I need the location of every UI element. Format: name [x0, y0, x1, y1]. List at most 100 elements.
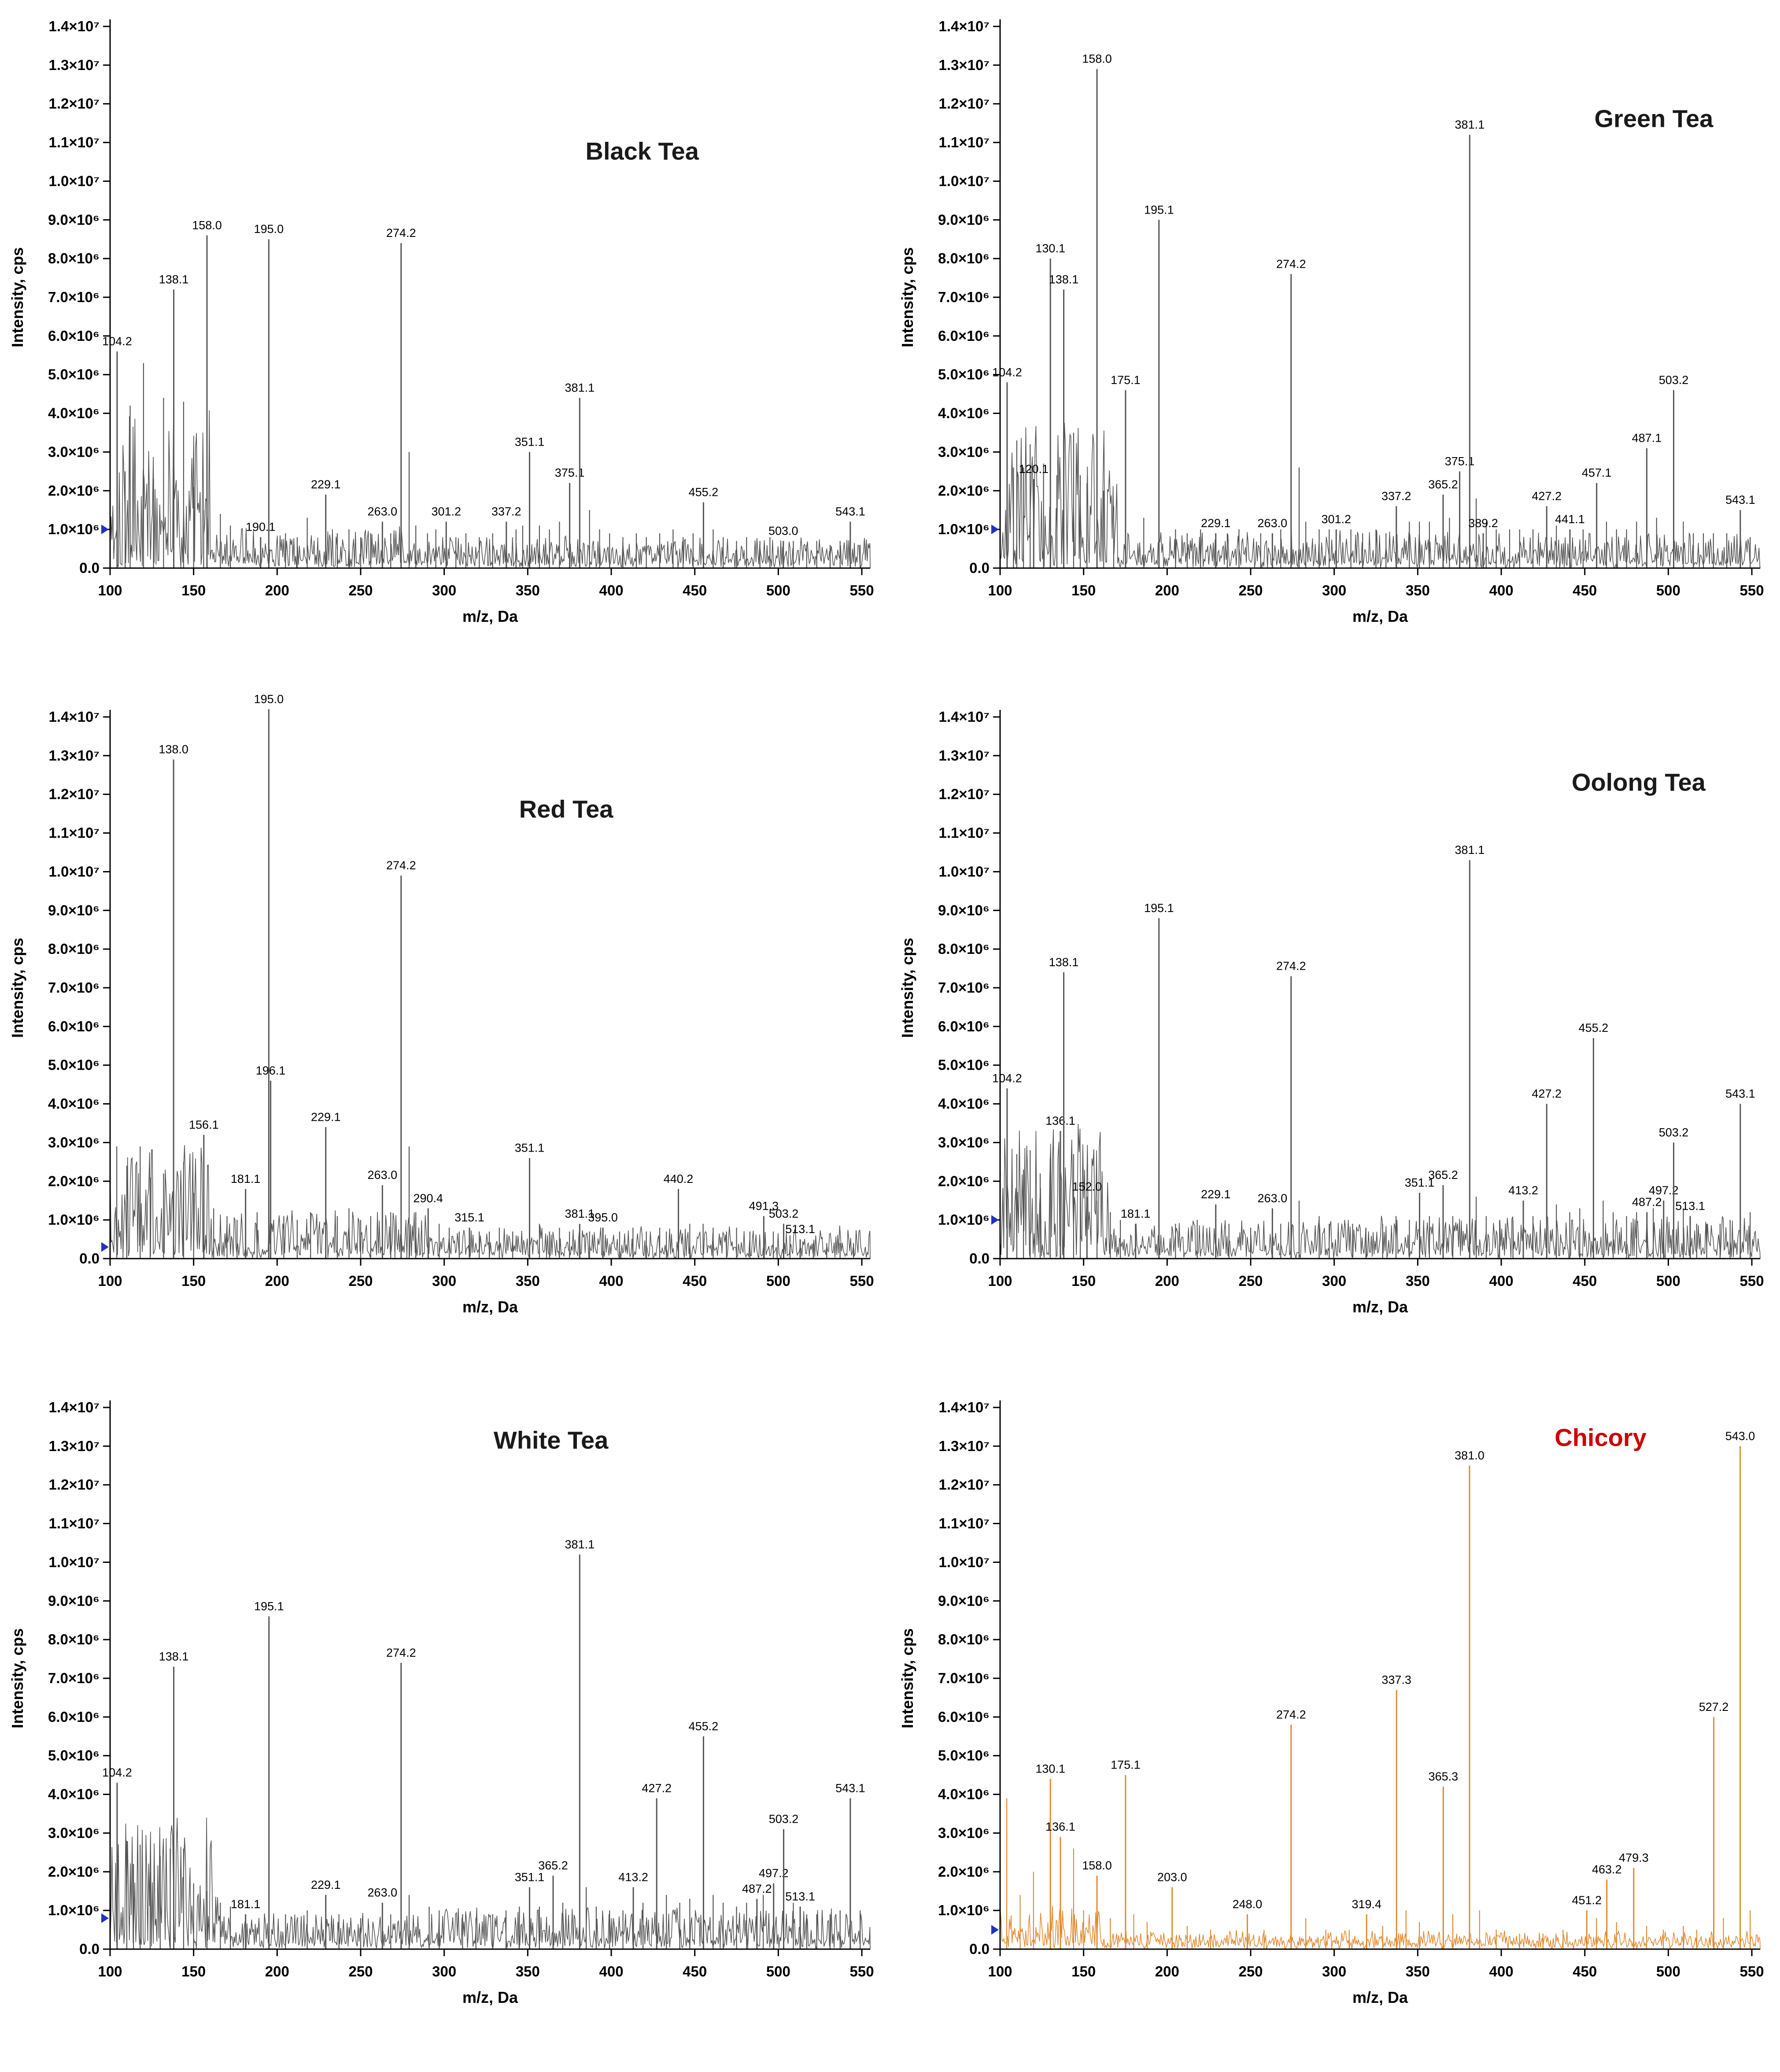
peak-label: 457.1 — [1582, 466, 1612, 480]
y-tick-label: 1.4×10⁷ — [49, 1399, 100, 1415]
minor-peaks — [126, 1841, 861, 1949]
peak-label: 451.2 — [1572, 1894, 1602, 1907]
peak-label: 440.2 — [664, 1172, 694, 1186]
y-tick-label: 5.0×10⁶ — [938, 1747, 990, 1764]
peak-label: 158.0 — [1082, 1859, 1112, 1872]
peak-label: 441.1 — [1555, 513, 1585, 526]
peak-label: 543.1 — [835, 505, 865, 518]
x-tick-label: 150 — [181, 1963, 206, 1980]
peak-label: 337.2 — [491, 505, 521, 518]
peak-label: 138.1 — [1049, 273, 1079, 286]
y-tick-label: 2.0×10⁶ — [938, 1173, 990, 1189]
x-tick-label: 150 — [181, 1273, 206, 1289]
peak-label: 365.3 — [1429, 1770, 1459, 1783]
axis-marker-icon — [991, 1925, 999, 1935]
y-tick-label: 1.2×10⁷ — [49, 786, 100, 802]
x-tick-label: 200 — [1155, 1963, 1179, 1980]
peak-label: 351.1 — [515, 1141, 545, 1155]
y-tick-label: 1.1×10⁷ — [939, 825, 990, 841]
x-tick-label: 400 — [1489, 582, 1513, 598]
x-tick-label: 500 — [1656, 1273, 1680, 1289]
chicory-title: Chicory — [1555, 1423, 1647, 1452]
white-tea-spectrum-canvas: 104.2 138.1 181.1 195.1 229.1 263.0 274.2 351.1… — [8, 1399, 874, 2006]
y-tick-label: 0.0 — [969, 1941, 990, 1957]
y-tick-label: 1.3×10⁷ — [49, 1438, 100, 1454]
peak-label: 136.1 — [1045, 1114, 1075, 1127]
x-axis-label: m/z, Da — [1352, 607, 1408, 625]
y-axis-label: Intensity, cps — [8, 938, 26, 1038]
y-tick-label: 1.4×10⁷ — [939, 18, 990, 34]
labeled-peaks: 104.2 138.1 158.0 190.1 195.0 229.1 263.0 274.2… — [102, 218, 865, 568]
y-axis-label: Intensity, cps — [8, 247, 26, 347]
x-tick-label: 250 — [1238, 1963, 1263, 1980]
x-tick-label: 200 — [1155, 582, 1179, 598]
x-tick-label: 150 — [1071, 1273, 1096, 1289]
peak-label: 427.2 — [642, 1781, 672, 1795]
x-tick-label: 550 — [850, 582, 874, 598]
peak-label: 543.0 — [1725, 1429, 1755, 1443]
x-tick-label: 100 — [98, 582, 122, 598]
peak-label: 229.1 — [1201, 517, 1231, 530]
peak-label: 104.2 — [992, 1071, 1022, 1085]
peak-label: 463.2 — [1592, 1863, 1622, 1876]
y-axis-label: Intensity, cps — [898, 938, 916, 1038]
y-tick-label: 1.0×10⁶ — [938, 1902, 990, 1918]
x-axis-label: m/z, Da — [1352, 1298, 1408, 1316]
x-tick-label: 300 — [432, 1273, 456, 1289]
noise-trace — [110, 1145, 871, 1259]
peak-label: 229.1 — [311, 1878, 341, 1891]
y-tick-label: 7.0×10⁶ — [48, 979, 100, 996]
x-tick-label: 300 — [432, 1963, 456, 1980]
y-tick-label: 8.0×10⁶ — [938, 941, 990, 957]
y-tick-label: 5.0×10⁶ — [938, 1057, 990, 1073]
x-tick-label: 550 — [1740, 1273, 1764, 1289]
peak-label: 413.2 — [618, 1870, 648, 1884]
oolong-tea-title: Oolong Tea — [1571, 768, 1706, 796]
white-tea-title: White Tea — [493, 1426, 609, 1454]
axes: 1.4×10⁷ 1.3×10⁷ 1.2×10⁷ 1.1×10⁷ 1.0×10⁷ 9.0×1… — [8, 709, 874, 1316]
peak-label: 158.0 — [1082, 52, 1112, 66]
x-tick-label: 300 — [1322, 1273, 1346, 1289]
oolong-tea-spectrum-canvas: 104.2 136.1 138.1 152.0 181.1 195.1 229.1 263.0… — [898, 709, 1764, 1316]
y-tick-label: 1.0×10⁶ — [48, 1902, 100, 1918]
y-tick-label: 1.0×10⁷ — [939, 1554, 990, 1570]
y-tick-label: 1.3×10⁷ — [49, 747, 100, 764]
y-tick-label: 0.0 — [79, 1250, 100, 1267]
peak-label: 301.2 — [1321, 513, 1351, 526]
y-tick-label: 7.0×10⁶ — [48, 1670, 100, 1686]
peak-label: 263.0 — [1258, 517, 1288, 530]
x-tick-label: 350 — [516, 1273, 540, 1289]
y-tick-label: 5.0×10⁶ — [938, 366, 990, 383]
y-tick-label: 1.1×10⁷ — [939, 1515, 990, 1532]
y-tick-label: 0.0 — [969, 1250, 990, 1267]
peak-label: 503.0 — [768, 524, 798, 538]
peak-label: 195.1 — [1144, 901, 1174, 915]
y-tick-label: 1.0×10⁶ — [938, 521, 990, 537]
axis-marker-icon — [101, 1913, 109, 1923]
peak-label: 503.2 — [769, 1813, 799, 1826]
y-tick-label: 6.0×10⁶ — [48, 1018, 100, 1034]
y-tick-label: 8.0×10⁶ — [938, 250, 990, 266]
peak-label: 319.4 — [1352, 1898, 1381, 1911]
y-tick-label: 2.0×10⁶ — [48, 1173, 100, 1189]
green-tea-spectrum-canvas: 104.2 120.1 130.1 138.1 158.0 175.1 195.1 229.1… — [898, 18, 1764, 625]
panel-chicory: 130.1 136.1 158.0 175.1 203.0 248.0 274.2 319.4… — [890, 1381, 1780, 2072]
y-tick-label: 3.0×10⁶ — [48, 1134, 100, 1150]
y-tick-label: 3.0×10⁶ — [938, 1134, 990, 1150]
peak-label: 301.2 — [431, 505, 461, 518]
peak-label: 229.1 — [311, 478, 341, 491]
minor-peaks — [1016, 1150, 1751, 1259]
x-tick-label: 300 — [1322, 582, 1346, 598]
panel-oolong-tea: 104.2 136.1 138.1 152.0 181.1 195.1 229.1 263.0… — [890, 691, 1780, 1381]
y-tick-label: 1.0×10⁶ — [938, 1211, 990, 1228]
x-tick-label: 450 — [1573, 582, 1597, 598]
x-tick-label: 400 — [599, 1273, 623, 1289]
green-tea-title: Green Tea — [1594, 104, 1714, 133]
x-tick-label: 200 — [265, 1273, 289, 1289]
peak-label: 195.1 — [254, 1599, 284, 1613]
peak-label: 351.1 — [1405, 1176, 1435, 1189]
peak-label: 491.3 — [749, 1199, 779, 1212]
peak-label: 229.1 — [1201, 1188, 1231, 1201]
y-tick-label: 7.0×10⁶ — [938, 289, 990, 305]
minor-peaks — [125, 363, 861, 568]
